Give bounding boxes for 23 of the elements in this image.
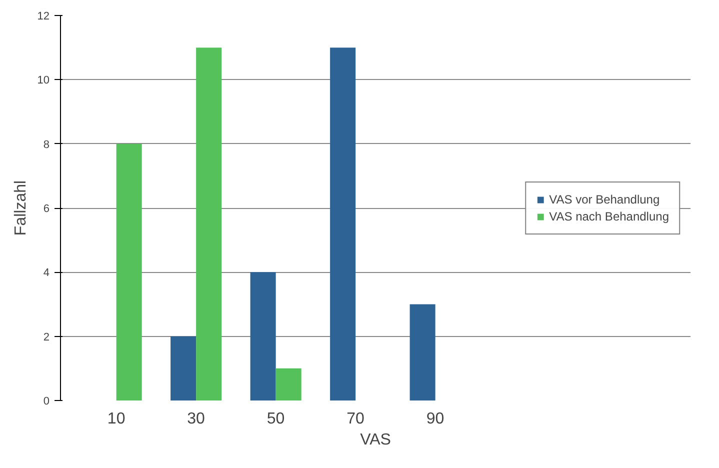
x-tick-label: 50 (266, 410, 285, 428)
y-tick-label: 8 (43, 138, 50, 151)
bar (116, 144, 142, 400)
y-tick-label: 0 (43, 396, 50, 408)
x-axis-title: VAS (360, 432, 391, 448)
x-tick-label: 30 (187, 410, 206, 428)
y-axis-title: Fallzahl (12, 180, 30, 236)
bar (410, 304, 436, 400)
y-tick-label: 4 (43, 267, 50, 280)
bar (196, 48, 222, 400)
bar (250, 272, 276, 400)
bar (276, 368, 302, 400)
x-tick-label: 70 (346, 410, 365, 428)
x-tick-label: 90 (426, 410, 444, 428)
bar (330, 48, 356, 400)
y-tick-label: 6 (43, 203, 50, 215)
legend-label: VAS nach Behandlung (549, 209, 669, 223)
legend-label: VAS vor Behandlung (549, 192, 660, 206)
y-tick-label: 12 (37, 10, 50, 22)
y-tick-label: 2 (43, 331, 50, 344)
y-tick-label: 10 (37, 74, 50, 87)
bar (170, 336, 196, 400)
x-tick-label: 10 (107, 410, 126, 428)
